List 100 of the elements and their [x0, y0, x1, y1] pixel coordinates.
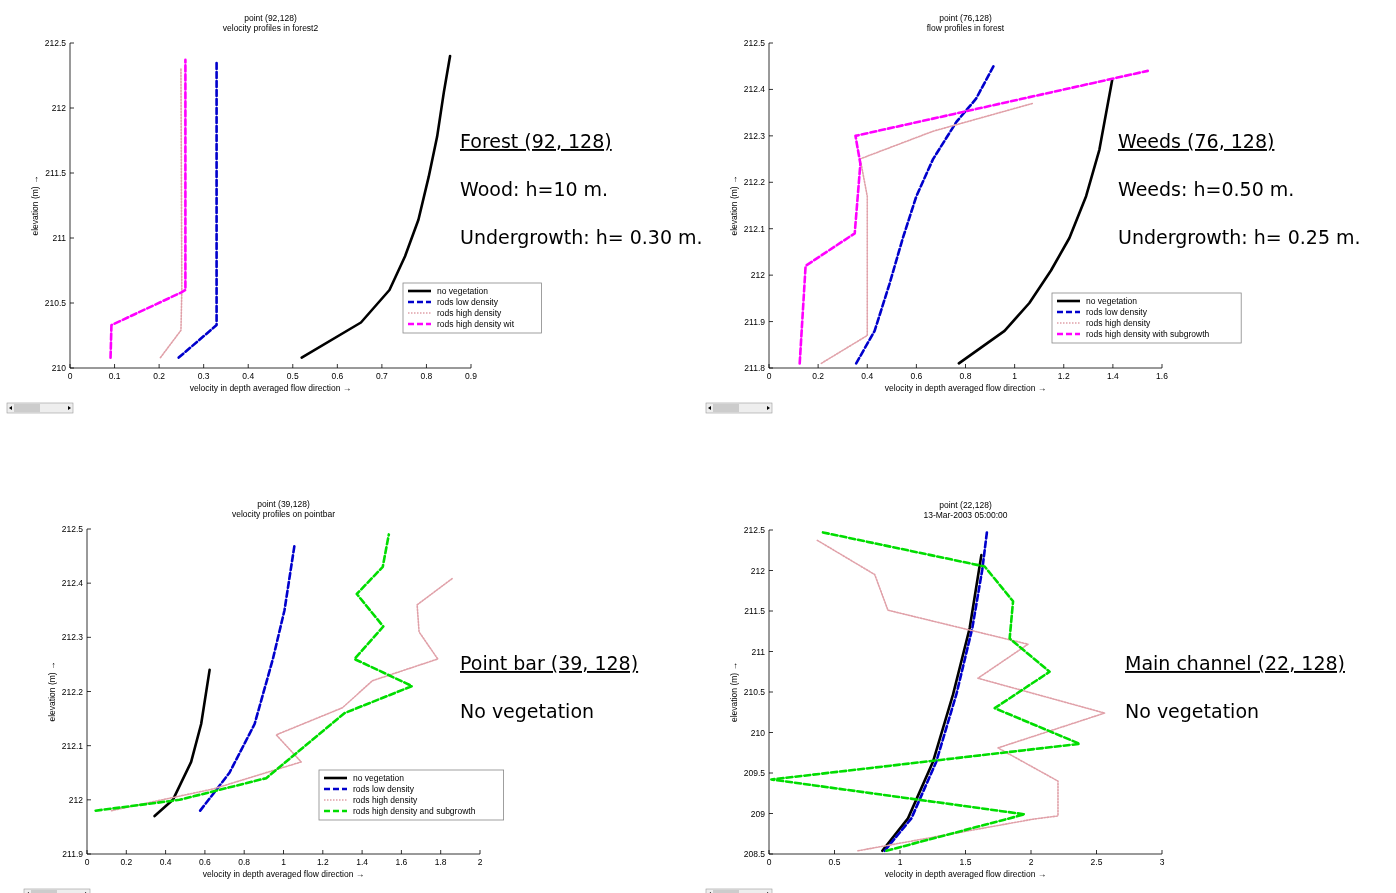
y-tick-label: 212.4 — [61, 578, 84, 589]
y-tick-label: 211 — [52, 233, 67, 243]
x-tick-label: 0 — [84, 857, 90, 867]
y-tick-label: 212.3 — [743, 130, 766, 141]
chart-title: point (92,128) — [244, 13, 297, 23]
chart-subtitle: velocity profiles in forest2 — [222, 23, 319, 33]
chart-title: point (39,128) — [257, 499, 310, 509]
x-tick-label: 0.4 — [861, 371, 874, 381]
annotation: Weeds (76, 128) — [1118, 130, 1275, 152]
chart-title: point (22,128) — [939, 500, 992, 510]
line-series — [820, 102, 1034, 365]
x-tick-label: 0.2 — [120, 857, 133, 867]
legend-label: rods high density — [353, 795, 419, 805]
x-tick-label: 3 — [1159, 857, 1165, 867]
x-tick-label: 0.2 — [812, 371, 825, 381]
y-tick-label: 212 — [750, 270, 766, 281]
x-tick-label: 0.6 — [331, 371, 344, 381]
y-tick-label: 212.3 — [61, 632, 84, 643]
legend-label: rods high density — [437, 308, 503, 318]
x-tick-label: 1 — [281, 857, 287, 867]
x-tick-label: 1.2 — [1057, 371, 1070, 381]
x-tick-label: 1 — [897, 857, 903, 867]
legend-label: no vegetation — [1086, 296, 1138, 306]
x-tick-label: 0.8 — [420, 371, 433, 381]
x-tick-label: 0.5 — [286, 371, 299, 381]
x-tick-label: 1.4 — [356, 857, 369, 867]
x-tick-label: 1.2 — [316, 857, 329, 867]
annotation: Forest (92, 128) — [460, 130, 612, 152]
x-tick-label: 1.5 — [959, 857, 972, 867]
x-tick-label: 1.6 — [395, 857, 408, 867]
x-tick-label: 2.5 — [1090, 857, 1103, 867]
y-tick-label: 211.5 — [744, 606, 766, 616]
legend-label: rods high density and subgrowth — [353, 806, 476, 816]
x-axis-title: velocity in depth averaged flow direction → — [884, 869, 1047, 879]
y-tick-label: 212.1 — [743, 223, 766, 234]
line-series — [854, 64, 995, 365]
x-tick-label: 0.6 — [910, 371, 923, 381]
y-axis-title: elevation (m) → — [729, 175, 739, 236]
x-axis-title: velocity in depth averaged flow direction → — [884, 383, 1047, 393]
y-tick-label: 212.5 — [743, 525, 766, 535]
x-tick-label: 1 — [1012, 371, 1018, 381]
y-tick-label: 211.9 — [744, 316, 766, 327]
x-tick-label: 0 — [766, 857, 772, 867]
x-axis-title: velocity in depth averaged flow direction → — [202, 869, 365, 879]
y-tick-label: 212.5 — [44, 38, 67, 48]
chart-subtitle: flow profiles in forest — [926, 23, 1005, 33]
y-tick-label: 212.2 — [743, 177, 766, 188]
x-tick-label: 0.9 — [465, 371, 478, 381]
x-tick-label: 0.5 — [828, 857, 841, 867]
annotation: Wood: h=10 m. — [460, 178, 609, 200]
y-axis-title: elevation (m) → — [47, 661, 57, 722]
x-tick-label: 0.2 — [153, 371, 166, 381]
line-series — [815, 538, 1106, 852]
y-axis-title: elevation (m) → — [729, 662, 739, 722]
x-tick-label: 0.4 — [242, 371, 255, 381]
x-tick-label: 1.6 — [1156, 371, 1169, 381]
x-tick-label: 2 — [477, 857, 483, 867]
y-tick-label: 210.5 — [743, 687, 766, 697]
x-tick-label: 2 — [1028, 857, 1034, 867]
annotation: Main channel (22, 128) — [1125, 652, 1345, 674]
y-tick-label: 212.5 — [61, 524, 84, 534]
y-tick-label: 210 — [51, 363, 67, 373]
y-tick-label: 211 — [751, 646, 766, 657]
line-series — [159, 68, 183, 359]
y-tick-label: 212 — [750, 565, 766, 576]
y-tick-label: 210.5 — [44, 298, 67, 308]
x-tick-label: 0.3 — [197, 371, 210, 381]
legend-label: no vegetation — [353, 773, 405, 783]
x-tick-label: 0.8 — [238, 857, 251, 867]
y-tick-label: 211.8 — [744, 363, 766, 373]
line-series — [109, 58, 187, 359]
annotation: Point bar (39, 128) — [460, 652, 639, 674]
legend-label: rods low density — [437, 297, 499, 307]
y-tick-label: 209.5 — [743, 768, 766, 778]
annotation: No vegetation — [1125, 700, 1260, 722]
legend-label: rods low density — [1086, 307, 1148, 317]
y-tick-label: 212 — [51, 103, 67, 113]
y-tick-label: 210 — [750, 727, 766, 738]
x-axis-title: velocity in depth averaged flow direction → — [189, 383, 352, 393]
line-series — [153, 668, 211, 818]
annotation: No vegetation — [460, 700, 595, 722]
y-tick-label: 209 — [750, 808, 766, 819]
y-tick-label: 212.5 — [743, 38, 766, 48]
y-tick-label: 212.4 — [743, 84, 766, 95]
x-tick-label: 1.4 — [1106, 371, 1120, 381]
x-tick-label: 0.8 — [959, 371, 972, 381]
chart-title: point (76,128) — [939, 13, 992, 23]
legend-label: rods high density with subgrowth — [1086, 329, 1210, 339]
y-tick-label: 212 — [68, 794, 84, 805]
y-tick-label: 212.1 — [61, 740, 84, 751]
legend-label: rods low density — [353, 784, 415, 794]
line-series — [198, 543, 296, 812]
annotation: Undergrowth: h= 0.25 m. — [1118, 226, 1361, 248]
y-tick-label: 212.2 — [61, 686, 84, 697]
annotation: Weeds: h=0.50 m. — [1118, 178, 1295, 200]
x-tick-label: 1.8 — [434, 857, 447, 867]
legend-label: no vegetation — [437, 286, 489, 296]
legend-label: rods high density — [1086, 318, 1152, 328]
y-tick-label: 208.5 — [743, 849, 766, 859]
x-tick-label: 0 — [766, 371, 772, 381]
